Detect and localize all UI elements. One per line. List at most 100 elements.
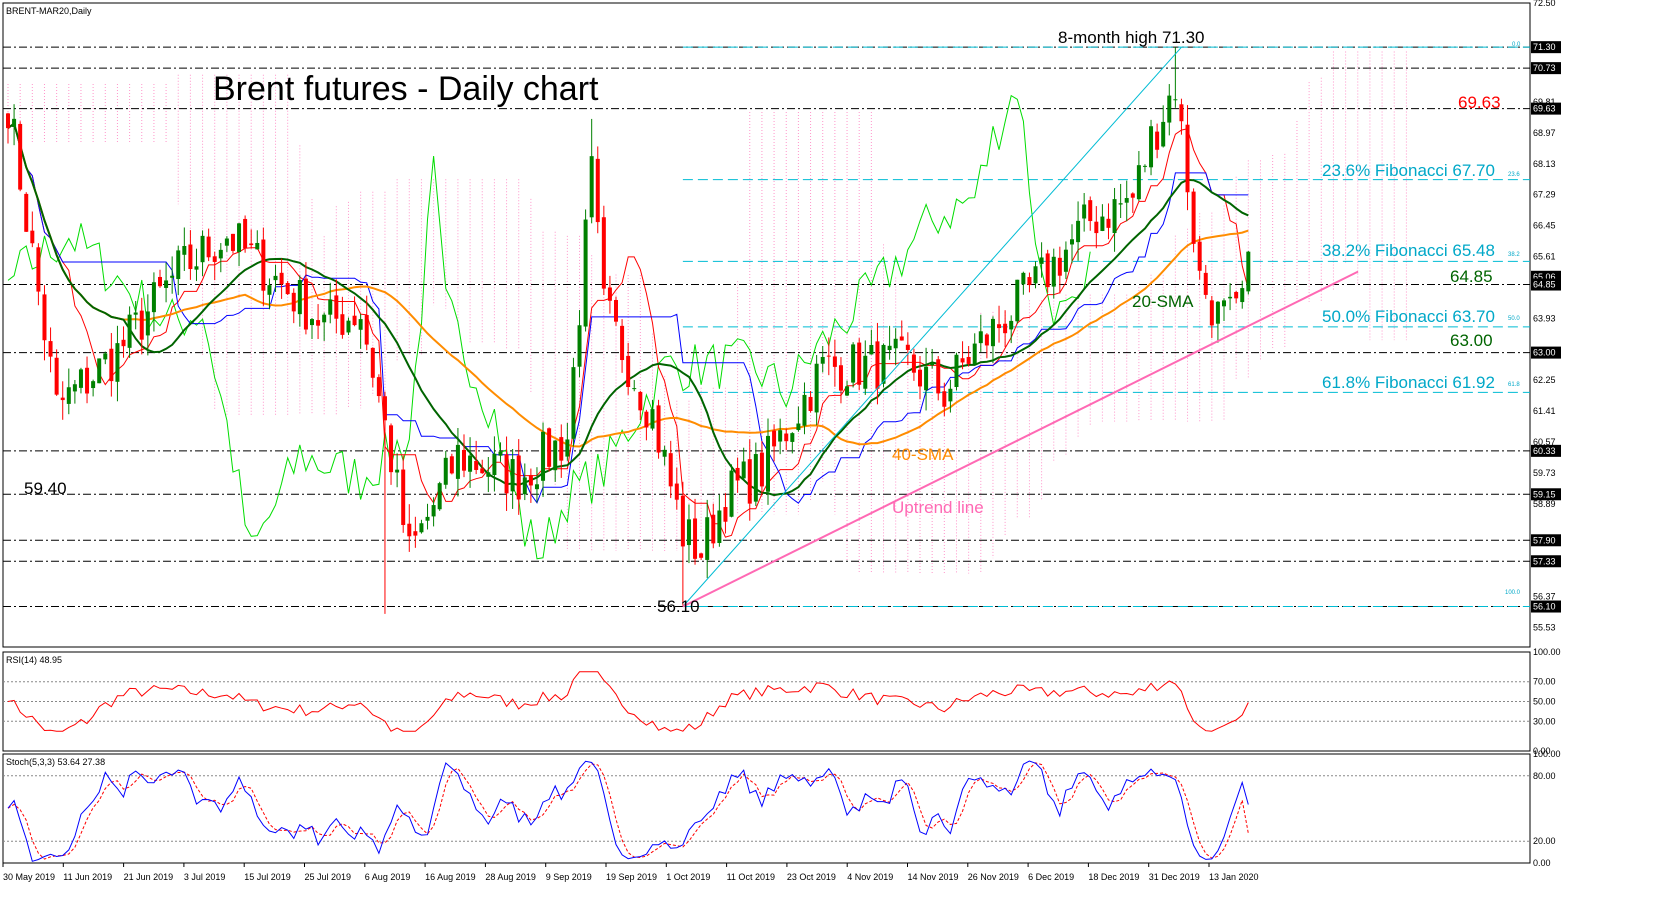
annotation-56-10: 56.10 [657, 597, 700, 616]
candle-body [778, 430, 783, 442]
candle-body [644, 411, 649, 428]
candle-body [285, 282, 290, 295]
candle-body [534, 484, 539, 490]
candle-body [875, 341, 880, 389]
tick-highlight [1531, 102, 1561, 115]
candle-body [322, 314, 327, 323]
x-tick-label: 3 Jul 2019 [184, 872, 226, 882]
x-tick-label: 18 Dec 2019 [1088, 872, 1139, 882]
candle-body [881, 344, 886, 384]
x-tick-label: 21 Jun 2019 [124, 872, 174, 882]
candle-body [942, 391, 947, 407]
candle-body [1142, 165, 1147, 167]
y-tick-label: 68.13 [1533, 159, 1556, 169]
candle-body [711, 514, 716, 544]
candle-body [1076, 220, 1081, 243]
candle-body [413, 531, 418, 536]
candle-body [936, 359, 941, 394]
tick-highlight [1531, 62, 1561, 75]
candle-body [158, 276, 162, 287]
candle-body [668, 453, 673, 487]
y-tick-label: 59.15 [1533, 489, 1556, 499]
candle-body [522, 477, 527, 495]
candle-body [808, 396, 813, 411]
y-tick-label: 63.93 [1533, 313, 1556, 323]
candle-body [717, 510, 722, 543]
candle-body [620, 325, 625, 361]
candle-body [78, 369, 83, 388]
symbol-label: BRENT-MAR20,Daily [6, 6, 92, 16]
candle-body [838, 365, 843, 391]
candle-body [449, 456, 454, 474]
candle-body [1155, 131, 1160, 150]
candle-body [30, 230, 35, 244]
candle-body [164, 280, 169, 288]
candle-body [1100, 216, 1105, 231]
candle-body [261, 239, 266, 291]
candle-body [820, 356, 825, 364]
candle-body [1106, 218, 1111, 228]
candle-body [924, 366, 929, 391]
candle-body [1039, 257, 1044, 264]
candle-body [1021, 272, 1026, 285]
candle-body [753, 454, 758, 502]
rsi-tick-label: 50.00 [1533, 697, 1556, 707]
candle-body [218, 249, 223, 259]
x-tick-label: 4 Nov 2019 [847, 872, 893, 882]
x-tick-label: 6 Dec 2019 [1028, 872, 1074, 882]
y-tick-label: 70.73 [1533, 63, 1556, 73]
y-tick-label: 61.41 [1533, 406, 1556, 416]
candle-body [559, 437, 564, 461]
candle-body [212, 256, 217, 262]
candle-body [358, 319, 363, 330]
candle-body [741, 461, 746, 479]
candle-body [194, 266, 199, 270]
candle-body [607, 287, 612, 301]
candle-body [1015, 279, 1020, 322]
candle-body [224, 238, 229, 246]
fib-ratio-100: 100.0 [1505, 590, 1521, 596]
x-tick-label: 11 Jun 2019 [63, 872, 112, 882]
candle-body [784, 433, 789, 442]
candle-body [273, 275, 278, 281]
candle-body [699, 553, 704, 558]
chart-title: Brent futures - Daily chart [213, 70, 599, 108]
candle-body [395, 469, 400, 473]
candle-body [632, 388, 637, 390]
candle-body [188, 244, 193, 270]
rsi-tick-label: 100.00 [1533, 647, 1561, 657]
rsi-tick-label: 0.00 [1533, 746, 1551, 756]
candle-body [723, 507, 728, 522]
y-tick-label: 60.33 [1533, 446, 1556, 456]
stoch-tick-label: 20.00 [1533, 836, 1556, 846]
candle-body [316, 320, 321, 326]
candle-body [419, 523, 424, 533]
candle-body [984, 334, 989, 346]
candle-body [1209, 300, 1214, 326]
fib-ratio-23-6: 23.6 [1508, 172, 1520, 178]
candle-body [109, 348, 114, 382]
candle-body [887, 345, 892, 351]
stoch-label: Stoch(5,3,3) 53.64 27.38 [6, 757, 105, 767]
candle-body [376, 377, 381, 397]
x-tick-label: 9 Sep 2019 [546, 872, 592, 882]
candle-body [747, 459, 752, 504]
candle-body [504, 454, 509, 494]
x-tick-label: 19 Sep 2019 [606, 872, 657, 882]
stoch-tick-label: 100.00 [1533, 749, 1561, 759]
candle-body [431, 505, 436, 517]
candle-body [151, 282, 156, 313]
fib-label-50-0: 50.0% Fibonacci 63.70 [1322, 307, 1495, 326]
tick-highlight [1531, 488, 1561, 501]
candle-body [541, 431, 546, 481]
candle-body [905, 344, 910, 350]
candle-body [297, 280, 302, 315]
candle-body [18, 123, 23, 190]
candle-body [614, 299, 618, 322]
candle-body [328, 299, 333, 315]
candle-body [899, 336, 904, 341]
y-tick-label: 65.06 [1533, 272, 1556, 282]
candle-body [1215, 301, 1220, 324]
candle-body [145, 311, 150, 336]
y-tick-label: 56.37 [1533, 592, 1556, 602]
